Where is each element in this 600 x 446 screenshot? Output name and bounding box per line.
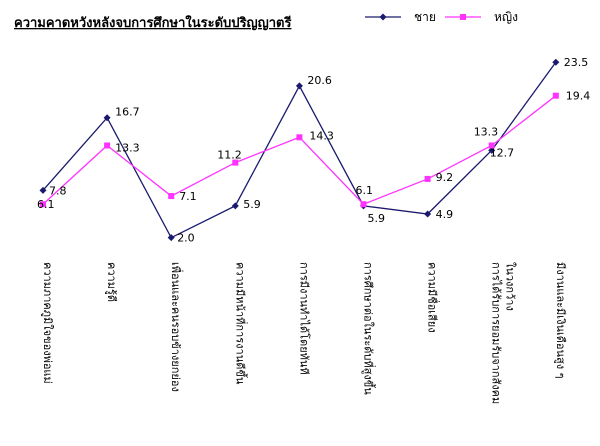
- category-label-8-line-0: มีงานและมีเงินเดือนสูง ๆ: [554, 262, 567, 379]
- point-male-7: [488, 146, 496, 154]
- category-label-6-line-0: ความมีชื่อเสียง: [426, 262, 441, 333]
- category-label-0: ความภาคภูมิใจของพ่อแม่: [41, 262, 54, 384]
- data-label-male-0: 7.8: [49, 184, 67, 197]
- data-label-female-8: 19.4: [566, 90, 591, 103]
- data-label-female-1: 13.3: [115, 141, 140, 154]
- category-label-6: ความมีชื่อเสียง: [426, 262, 441, 333]
- category-label-5: การศึกษาต่อในระดับที่สูงขึ้น: [362, 262, 377, 395]
- point-female-7: [488, 142, 495, 149]
- category-label-5-line-0: การศึกษาต่อในระดับที่สูงขึ้น: [362, 262, 377, 395]
- data-label-male-8: 23.5: [564, 56, 589, 69]
- data-label-male-5: 5.9: [368, 212, 386, 225]
- point-female-6: [424, 175, 431, 182]
- point-female-4: [296, 134, 303, 141]
- category-label-4-line-0: การมีงานทำได้โดยทันที: [297, 262, 311, 375]
- point-male-4: [295, 82, 303, 90]
- point-male-0: [39, 186, 47, 194]
- point-male-6: [424, 210, 432, 218]
- data-label-male-2: 2.0: [177, 232, 195, 245]
- category-label-7-line-1: ในวงกว้าง: [504, 262, 517, 311]
- point-male-3: [231, 202, 239, 210]
- category-label-1: ความรู้ดี: [105, 262, 118, 302]
- legend-label-1: หญิง: [494, 10, 518, 24]
- data-label-female-6: 9.2: [436, 171, 454, 184]
- plot-area: 7.8 16.7 2.0 5.9 20.6 5.9 4.9 12.7 23.5 6.1 13.3 7.…: [37, 56, 590, 244]
- point-male-1: [103, 114, 111, 122]
- data-label-male-4: 20.6: [307, 74, 332, 87]
- point-female-1: [104, 142, 111, 149]
- legend: ชาย หญิง: [365, 10, 518, 24]
- point-female-5: [360, 201, 367, 208]
- data-label-female-0: 6.1: [37, 198, 55, 211]
- data-label-male-6: 4.9: [436, 208, 454, 221]
- category-label-2-line-0: เพื่อนและคนรอบข้างยกย่อง: [169, 262, 184, 392]
- data-label-male-3: 5.9: [243, 198, 260, 211]
- data-label-male-7: 12.7: [490, 146, 515, 159]
- legend-marker-0: [379, 13, 387, 21]
- point-female-8: [552, 92, 559, 99]
- data-label-female-4: 14.3: [309, 129, 334, 142]
- legend-marker-1: [460, 14, 466, 20]
- data-label-female-3: 11.2: [217, 149, 242, 162]
- point-male-2: [167, 234, 175, 242]
- data-label-female-7: 13.3: [474, 125, 499, 138]
- category-label-2: เพื่อนและคนรอบข้างยกย่อง: [169, 262, 184, 392]
- category-label-3: ความมีหน้าที่การงานดีขึ้น: [233, 262, 248, 385]
- point-female-3: [232, 159, 239, 166]
- category-label-8: มีงานและมีเงินเดือนสูง ๆ: [554, 262, 567, 379]
- category-label-7-line-0: การได้รับการยอมรับจากสังคม: [490, 262, 503, 404]
- point-female-0: [40, 201, 46, 208]
- category-labels: ความภาคภูมิใจของพ่อแม่ ความรู้ดี เพื่อนและ…: [41, 262, 567, 404]
- category-label-7: การได้รับการยอมรับจากสังคม ในวงกว้าง: [490, 262, 517, 404]
- category-label-3-line-0: ความมีหน้าที่การงานดีขึ้น: [233, 262, 248, 385]
- data-label-female-2: 7.1: [179, 190, 197, 203]
- point-female-2: [168, 193, 175, 200]
- legend-label-0: ชาย: [414, 10, 436, 24]
- category-label-1-line-0: ความรู้ดี: [105, 262, 118, 302]
- chart-title: ความคาดหวังหลังจบการศึกษาในระดับปริญญาตร…: [14, 14, 291, 31]
- data-label-male-1: 16.7: [115, 106, 140, 119]
- data-label-female-5: 6.1: [356, 184, 374, 197]
- category-label-4: การมีงานทำได้โดยทันที: [297, 262, 311, 375]
- point-male-8: [552, 58, 560, 66]
- category-label-0-line-0: ความภาคภูมิใจของพ่อแม่: [41, 262, 54, 384]
